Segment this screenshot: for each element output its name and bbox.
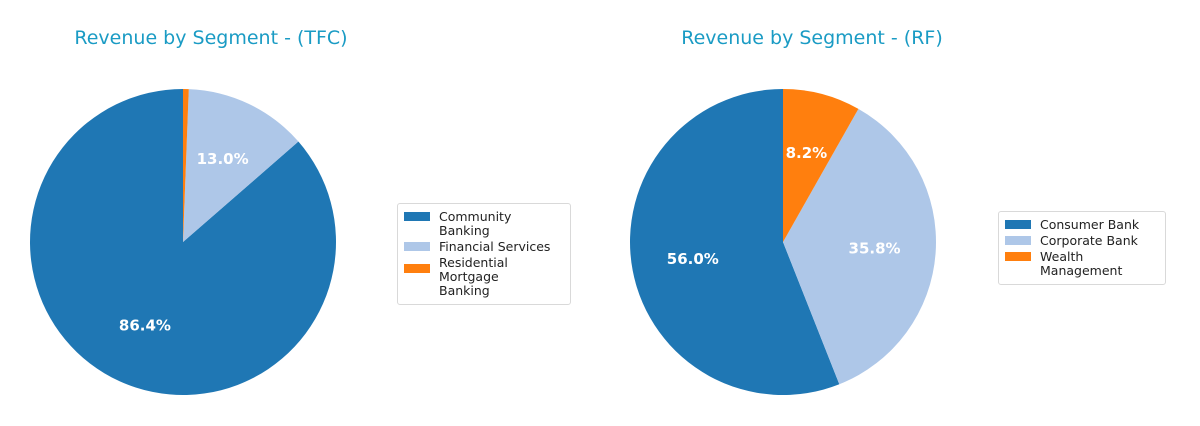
rf-legend: Consumer Bank Corporate Bank Wealth Mana… (998, 211, 1166, 285)
rf-chart-title: Revenue by Segment - (RF) (681, 27, 943, 49)
legend-item-financial-services: Financial Services (404, 240, 564, 254)
swatch-financial-services (404, 242, 430, 251)
legend-item-residential-mortgage-banking: Residential Mortgage Banking (404, 256, 564, 298)
pie-slice (183, 89, 299, 243)
slice-percent-label: 86.4% (119, 317, 171, 335)
legend-item-wealth-management: Wealth Management (1005, 250, 1159, 278)
tfc-pie: 86.4% 13.0% (30, 89, 337, 395)
legend-item-consumer-bank: Consumer Bank (1005, 218, 1159, 232)
swatch-wealth-management (1005, 252, 1031, 261)
rf-pie: 56.0% 35.8% 8.2% (630, 89, 936, 396)
legend-item-corporate-bank: Corporate Bank (1005, 234, 1159, 248)
legend-item-community-banking: Community Banking (404, 210, 564, 238)
swatch-corporate-bank (1005, 236, 1031, 245)
tfc-chart-title: Revenue by Segment - (TFC) (74, 27, 348, 49)
legend-label: Corporate Bank (1040, 233, 1138, 248)
legend-label: Consumer Bank (1040, 217, 1140, 232)
swatch-consumer-bank (1005, 220, 1031, 229)
pie-slice (783, 108, 936, 385)
legend-label: Financial Services (439, 239, 551, 254)
pie-slice (630, 89, 840, 396)
slice-percent-label: 56.0% (667, 250, 719, 268)
legend-label: Wealth Management (1040, 249, 1123, 278)
pie-slice (183, 89, 189, 242)
slice-percent-label: 13.0% (197, 150, 249, 168)
slice-percent-label: 35.8% (849, 239, 901, 257)
slice-percent-label: 8.2% (786, 144, 828, 162)
pie-slice (783, 89, 859, 242)
swatch-residential-mortgage-banking (404, 264, 430, 273)
swatch-community-banking (404, 212, 430, 221)
legend-label: Community Banking (439, 209, 512, 238)
legend-label: Residential Mortgage Banking (439, 255, 508, 298)
tfc-legend: Community Banking Financial Services Res… (397, 203, 571, 305)
